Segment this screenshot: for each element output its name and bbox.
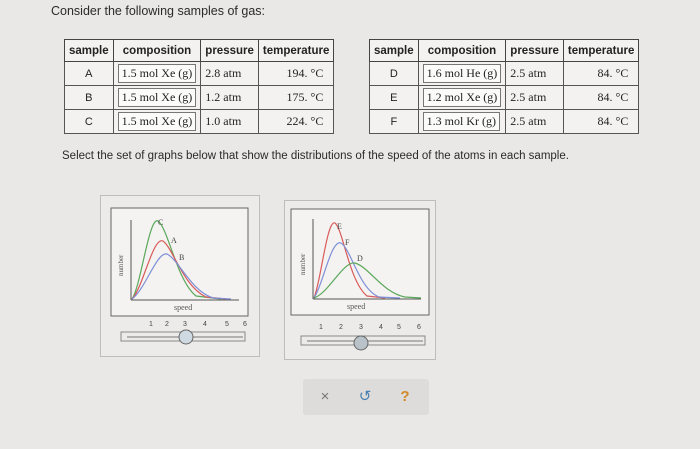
question-prompt: Consider the following samples of gas:: [51, 4, 266, 18]
table-row: B 1.5 mol Xe (g) 1.2 atm 175. °C: [64, 85, 335, 110]
curve-b: [131, 253, 232, 300]
sample-label: E: [369, 85, 419, 110]
sample-label: D: [369, 61, 419, 86]
sample-pressure: 2.8 atm: [200, 61, 259, 86]
scale-tick: 3: [183, 321, 187, 328]
sample-temperature: 84. °C: [562, 85, 640, 110]
graph-option-1: C A B number speed 1 2 3 4 5 6: [110, 207, 249, 345]
header-temperature: temperature: [562, 39, 640, 62]
undo-icon[interactable]: ↺: [358, 388, 372, 405]
scale-tick: 6: [417, 324, 421, 331]
instructions-text: Select the set of graphs below that show…: [62, 150, 569, 162]
curve-e: [313, 222, 386, 299]
header-sample: sample: [64, 39, 114, 62]
curve-label-e: E: [337, 222, 342, 231]
scale-tick: 6: [243, 321, 247, 328]
scale-tick: 1: [149, 321, 153, 328]
sample-temperature: 84. °C: [562, 109, 640, 134]
y-axis-label: number: [117, 254, 125, 276]
x-axis-label: speed: [347, 302, 365, 311]
sample-temperature: 224. °C: [257, 109, 335, 134]
sample-composition: 1.5 mol Xe (g): [117, 112, 197, 131]
table-row: C 1.5 mol Xe (g) 1.0 atm 224. °C: [64, 109, 335, 134]
samples-table-right: sample composition pressure temperature …: [369, 39, 640, 134]
curve-d: [313, 262, 422, 299]
y-axis-label: number: [299, 253, 307, 275]
answer-toolbar: × ↺ ?: [303, 379, 429, 415]
sample-pressure: 1.2 atm: [200, 85, 259, 110]
scale-tick: 4: [203, 321, 207, 328]
table-row: F 1.3 mol Kr (g) 2.5 atm 84. °C: [369, 109, 640, 134]
curve-label-d: D: [357, 254, 363, 263]
sample-composition: 1.5 mol Xe (g): [117, 64, 197, 83]
header-temperature: temperature: [257, 39, 335, 62]
scale-tick: 2: [339, 324, 343, 331]
curve-f: [313, 242, 401, 299]
scale-tick: 5: [397, 324, 401, 331]
sample-composition: 1.5 mol Xe (g): [117, 88, 197, 107]
curve-label-c: C: [158, 218, 163, 227]
curve-label-b: B: [179, 253, 184, 262]
radio-button-option-2[interactable]: [353, 335, 369, 351]
sample-temperature: 194. °C: [257, 61, 335, 86]
clear-icon[interactable]: ×: [320, 388, 330, 405]
sample-pressure: 2.5 atm: [505, 61, 564, 86]
sample-composition: 1.6 mol He (g): [422, 64, 502, 83]
table-row: E 1.2 mol Xe (g) 2.5 atm 84. °C: [369, 85, 640, 110]
sample-label: A: [64, 61, 114, 86]
scale-tick: 4: [379, 324, 383, 331]
sample-pressure: 2.5 atm: [505, 85, 564, 110]
scale-tick: 2: [165, 321, 169, 328]
sample-pressure: 1.0 atm: [200, 109, 259, 134]
graph-option-2: E F D number speed 1 2 3 4 5 6: [290, 208, 430, 351]
sample-pressure: 2.5 atm: [505, 109, 564, 134]
curve-label-a: A: [171, 236, 177, 245]
curve-a: [131, 240, 227, 300]
header-composition: composition: [112, 39, 202, 62]
radio-button-option-1[interactable]: [178, 329, 194, 345]
answer-option-1[interactable]: C A B number speed 1 2 3 4 5 6: [100, 195, 260, 357]
table-row: D 1.6 mol He (g) 2.5 atm 84. °C: [369, 61, 640, 86]
answer-option-2[interactable]: E F D number speed 1 2 3 4 5 6: [284, 200, 436, 360]
scale-tick: 5: [225, 321, 229, 328]
scale-tick: 3: [359, 324, 363, 331]
sample-composition: 1.2 mol Xe (g): [422, 88, 502, 107]
sample-label: C: [64, 109, 114, 134]
sample-temperature: 175. °C: [257, 85, 335, 110]
sample-temperature: 84. °C: [562, 61, 640, 86]
sample-composition: 1.3 mol Kr (g): [422, 112, 500, 131]
x-axis-label: speed: [174, 303, 192, 312]
header-sample: sample: [369, 39, 419, 62]
scale-tick: 1: [319, 324, 323, 331]
help-icon[interactable]: ?: [400, 388, 410, 405]
sample-label: F: [369, 109, 419, 134]
curve-label-f: F: [345, 238, 350, 247]
sample-label: B: [64, 85, 114, 110]
header-composition: composition: [417, 39, 507, 62]
table-row: A 1.5 mol Xe (g) 2.8 atm 194. °C: [64, 61, 335, 86]
header-pressure: pressure: [200, 39, 259, 62]
curve-c: [131, 220, 222, 300]
header-pressure: pressure: [505, 39, 564, 62]
samples-table-left: sample composition pressure temperature …: [64, 39, 335, 134]
